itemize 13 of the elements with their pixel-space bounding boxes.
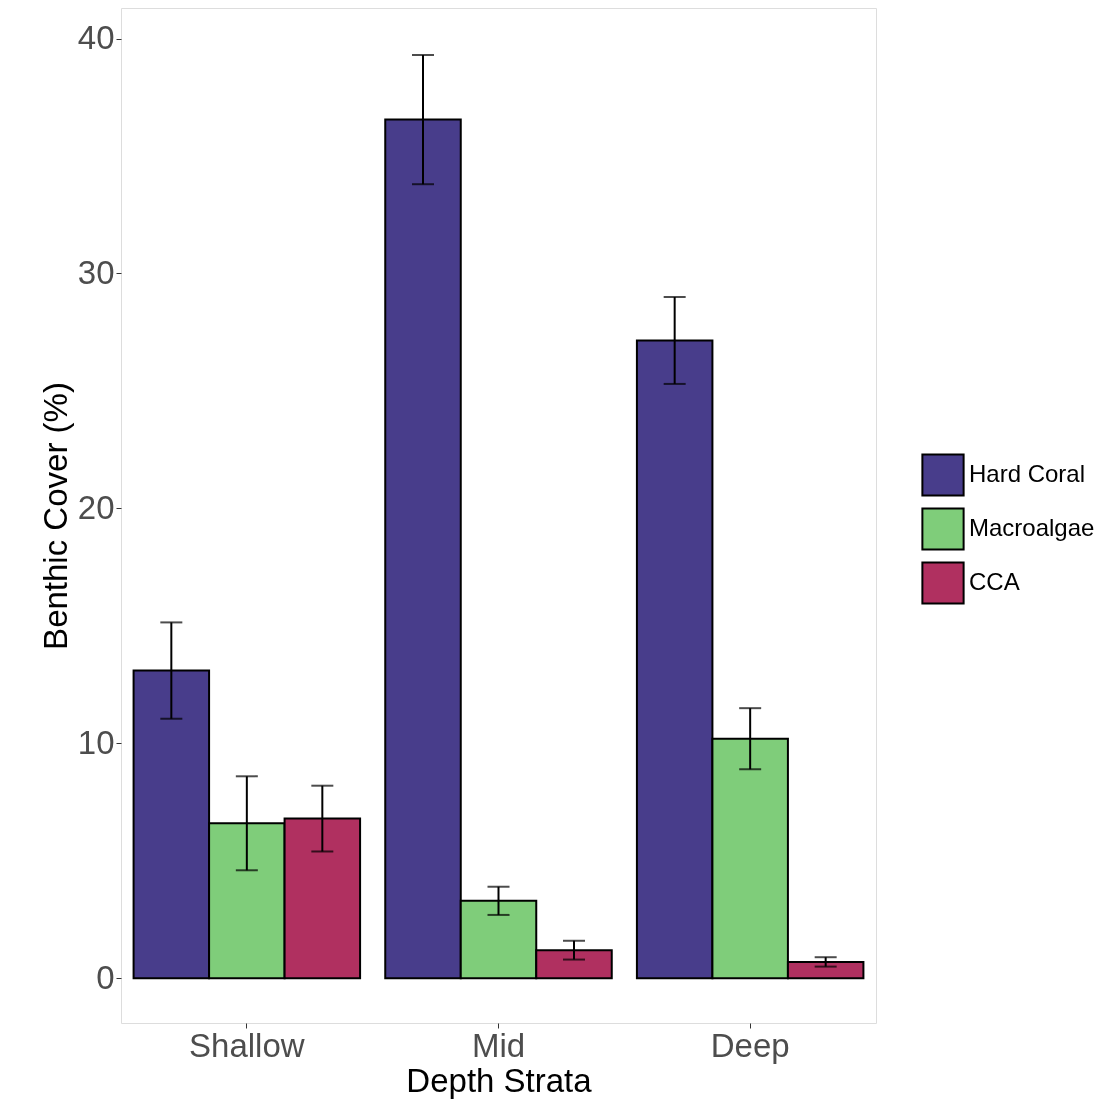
x-tick-label: Deep — [710, 1026, 790, 1064]
y-axis-title: Benthic Cover (%) — [36, 382, 74, 650]
y-tick-label: 0 — [96, 958, 115, 996]
x-tick-label: Mid — [471, 1026, 526, 1064]
legend-label: CCA — [969, 568, 1020, 595]
y-tick-label: 20 — [77, 488, 115, 526]
y-tick-label: 10 — [77, 723, 115, 761]
legend-label: Hard Coral — [969, 460, 1086, 487]
x-tick-label: Shallow — [189, 1026, 305, 1064]
y-tick-label: 40 — [77, 19, 115, 57]
legend-label: Macroalgae — [969, 514, 1095, 541]
x-axis-title: Depth Strata — [406, 1061, 593, 1099]
y-tick-label: 30 — [77, 254, 115, 291]
